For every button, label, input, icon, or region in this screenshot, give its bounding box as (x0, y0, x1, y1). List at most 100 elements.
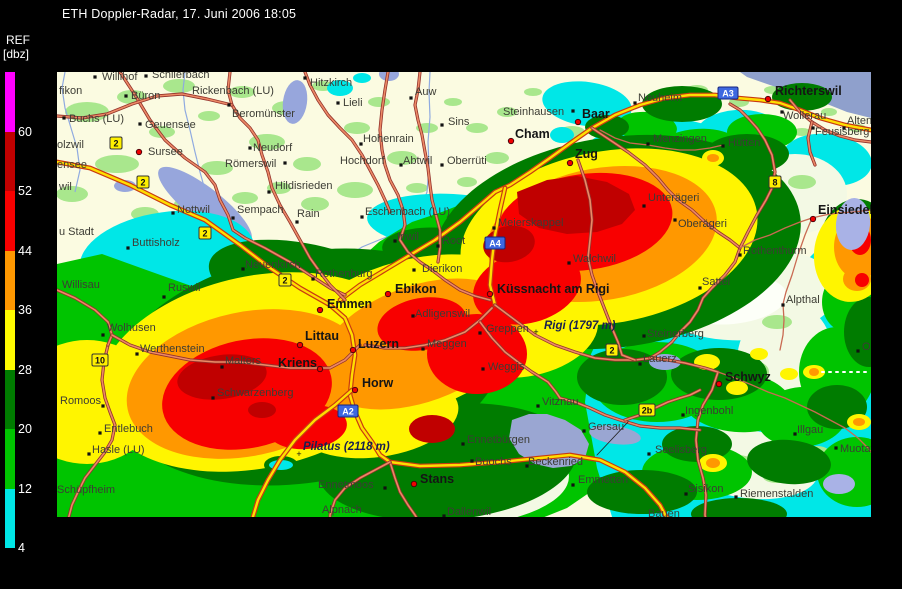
legend-tick: 36 (18, 303, 32, 317)
river (182, 72, 206, 191)
radar-echo-K (177, 354, 267, 400)
town-dot (781, 303, 785, 307)
town-dot (409, 96, 413, 100)
town-label: Sins (448, 116, 470, 128)
city-dot (715, 380, 723, 388)
route-badge (278, 273, 292, 287)
vegetation-patch (201, 161, 233, 175)
road (729, 103, 776, 249)
town-label: Meierskappel (498, 217, 563, 229)
road (67, 344, 116, 517)
town-dot (360, 215, 364, 219)
town-label: Gersau (588, 421, 624, 433)
route-badge-label: 2 (140, 178, 145, 188)
vegetation-patch (337, 182, 373, 198)
radar-echo-D (691, 498, 787, 517)
city-label: Cham (515, 127, 550, 141)
town-label: Geuensee (145, 119, 196, 131)
vegetation-patch (368, 97, 390, 107)
vegetation-patch (232, 192, 258, 204)
vegetation-patch (466, 123, 488, 133)
town-dot (383, 486, 387, 490)
town-dot (461, 442, 465, 446)
legend-tick: 12 (18, 481, 32, 496)
road (779, 217, 813, 351)
town-dot (440, 123, 444, 127)
town-label: Büron (131, 90, 160, 102)
legend-band (5, 310, 15, 370)
vegetation-patch (387, 151, 417, 165)
town-label: ensee (57, 159, 87, 171)
town-label: Muotathal (840, 443, 871, 455)
vegetation-patch (229, 86, 255, 98)
town-label: Seelisberg (655, 444, 707, 456)
route-badge (91, 353, 109, 367)
town-label: Dallenwil (447, 506, 491, 517)
map-canvas: 2 2 2 2 10 2 2b 8 A2 A3 A4 Willihof Schlierbach fikon… (57, 72, 871, 517)
town-label: Riemenstalden (740, 488, 813, 500)
town-dot (734, 495, 738, 499)
town-dot (647, 452, 651, 456)
radar-echo-V (762, 315, 792, 329)
town-label: Abtwil (403, 155, 432, 167)
town-label: Hasle (LU) (92, 444, 145, 456)
town-label: Vitznau (542, 396, 579, 408)
town-label: Feusisberg (815, 126, 869, 138)
town-dot (101, 333, 105, 337)
road (591, 127, 741, 359)
town-label: Root (442, 235, 465, 247)
road (389, 461, 418, 517)
route-badge-label: 2 (113, 139, 118, 149)
town-dot (220, 365, 224, 369)
town-dot (738, 253, 742, 257)
vegetation-patch (95, 155, 139, 173)
town-label: Rothenthurm (743, 245, 807, 257)
town-dot (144, 74, 148, 78)
town-dot (241, 267, 245, 271)
radar-echo-Y (780, 368, 798, 380)
legend-band (5, 488, 15, 548)
radar-echo-D (577, 349, 667, 405)
town-dot (162, 295, 166, 299)
city-label: Zug (575, 147, 598, 161)
town-dot (311, 277, 315, 281)
legend-tick: 20 (18, 422, 32, 436)
town-dot (359, 142, 363, 146)
legend-tick: 44 (18, 243, 32, 258)
city-label: Stans (420, 472, 454, 486)
route-badge-label: 2b (642, 406, 653, 416)
city-dot (349, 346, 357, 354)
road (807, 121, 816, 166)
radar-echo-Y (726, 381, 748, 395)
town-dot (295, 220, 299, 224)
town-label: Wolhusen (107, 322, 156, 334)
road (329, 461, 391, 517)
road (479, 321, 701, 431)
town-dot (698, 286, 702, 290)
city-dot (316, 365, 324, 373)
motorway (251, 388, 354, 517)
town-dot (211, 396, 215, 400)
radar-echo-D (585, 115, 629, 139)
vegetation-patch (457, 177, 477, 187)
radar-echo-K (248, 402, 276, 418)
town-label: Oberiberg (862, 341, 871, 353)
lake (282, 80, 308, 124)
town-dot (101, 404, 105, 408)
town-dot (62, 116, 66, 120)
route-badge-label: 2 (202, 229, 207, 239)
town-label: Rain (297, 208, 320, 220)
town-label: Walchwil (573, 253, 616, 265)
town-dot (811, 126, 815, 130)
city-label: Schwyz (725, 370, 771, 384)
town-dot (567, 261, 571, 265)
town-label: Schwarzenberg (217, 387, 293, 399)
radar-echo-O (853, 418, 865, 426)
route-badge (136, 175, 150, 189)
town-label: Willisau (62, 279, 100, 291)
radar-echo-O (707, 154, 719, 162)
town-dot (856, 349, 860, 353)
town-dot (412, 268, 416, 272)
vegetation-patch (344, 122, 370, 134)
town-label: Hohenrain (363, 133, 414, 145)
